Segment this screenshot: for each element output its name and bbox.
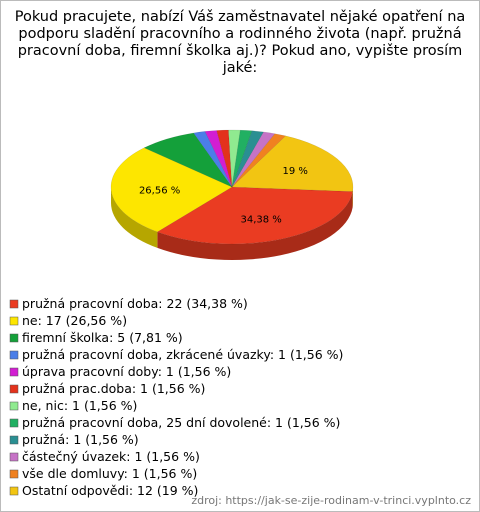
legend-label: pružná prac.doba: 1 (1,56 %) bbox=[22, 381, 205, 396]
legend-swatch bbox=[9, 486, 19, 496]
value-label: 19 % bbox=[282, 166, 307, 177]
slice-side bbox=[110, 187, 158, 248]
legend-swatch bbox=[9, 384, 19, 394]
source: zdroj: https://jak-se-zije-rodinam-v-tri… bbox=[191, 494, 471, 507]
slice bbox=[231, 133, 287, 188]
legend-swatch bbox=[9, 401, 19, 411]
legend-label: vše dle domluvy: 1 (1,56 %) bbox=[22, 466, 197, 481]
slice bbox=[193, 131, 233, 188]
value-label: 34,38 % bbox=[240, 214, 281, 225]
slice bbox=[231, 131, 276, 188]
legend-swatch bbox=[9, 469, 19, 479]
slice bbox=[204, 130, 233, 188]
legend-label: úprava pracovní doby: 1 (1,56 %) bbox=[22, 364, 231, 379]
legend-swatch bbox=[9, 367, 19, 377]
slice bbox=[228, 129, 241, 188]
legend-swatch bbox=[9, 452, 19, 462]
slice bbox=[156, 186, 353, 245]
slice bbox=[216, 129, 233, 188]
legend-label: pružná: 1 (1,56 %) bbox=[22, 432, 139, 447]
legend-label: pružná pracovní doba, 25 dní dovolené: 1… bbox=[22, 415, 340, 430]
legend-swatch bbox=[9, 299, 19, 309]
legend-label: pružná pracovní doba, zkrácené úvazky: 1… bbox=[22, 347, 343, 362]
legend-label: pružná pracovní doba: 22 (34,38 %) bbox=[22, 296, 248, 311]
slice bbox=[231, 135, 354, 192]
legend-label: firemní školka: 5 (7,81 %) bbox=[22, 330, 183, 345]
legend-label: ne: 17 (26,56 %) bbox=[22, 313, 127, 328]
legend-label: ne, nic: 1 (1,56 %) bbox=[22, 398, 137, 413]
legend-swatch bbox=[9, 333, 19, 343]
slice bbox=[143, 132, 233, 188]
legend-label: Ostatní odpovědi: 12 (19 %) bbox=[22, 483, 198, 498]
slice-side bbox=[157, 191, 353, 260]
slice bbox=[110, 147, 233, 233]
legend-swatch bbox=[9, 435, 19, 445]
slice bbox=[231, 130, 264, 188]
legend-swatch bbox=[9, 350, 19, 360]
value-label: 26,56 % bbox=[139, 186, 180, 197]
slice bbox=[231, 129, 253, 188]
chart-title: Pokud pracujete, nabízí Váš zaměstnavate… bbox=[14, 9, 466, 76]
legend-label: částečný úvazek: 1 (1,56 %) bbox=[22, 449, 200, 464]
legend-swatch bbox=[9, 316, 19, 326]
legend-swatch bbox=[9, 418, 19, 428]
